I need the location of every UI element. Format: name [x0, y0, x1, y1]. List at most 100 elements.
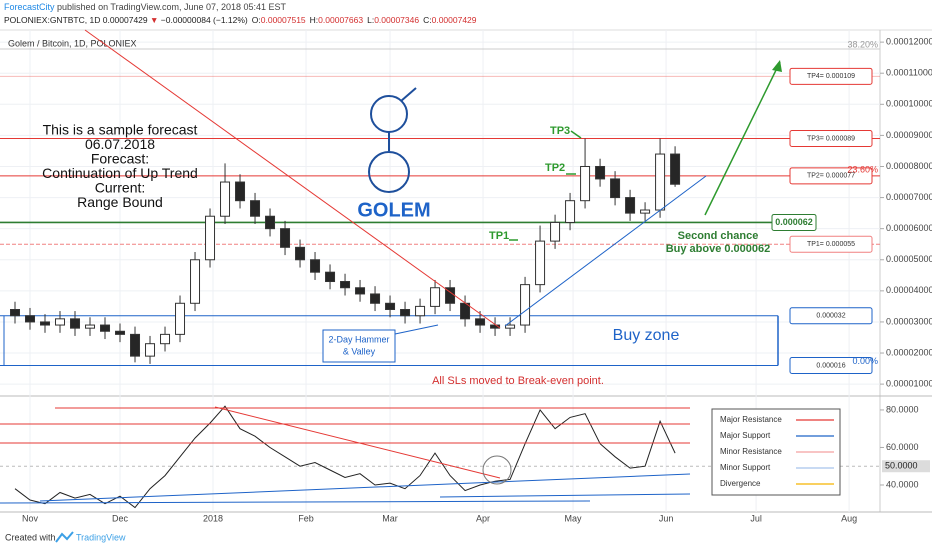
candle-body [295, 246, 306, 261]
fib-label: 0.00% [852, 356, 878, 366]
trend-line [214, 406, 501, 479]
highlight-circle [482, 455, 512, 485]
support-line [39, 473, 691, 502]
level-box [789, 235, 873, 253]
ohlc-key: C: [423, 15, 432, 25]
chart-title: Golem / Bitcoin, 1D, POLONIEX [8, 38, 137, 48]
x-tick-label: Feb [298, 513, 314, 523]
candle-body [595, 165, 606, 180]
callout-text: 2-Day Hammer [328, 334, 389, 344]
candle-body [670, 153, 681, 185]
candle-body [190, 259, 201, 304]
candle-body [475, 318, 486, 326]
logo-text: GOLEM [357, 199, 430, 221]
candle-body [130, 333, 141, 357]
candle-body [565, 200, 576, 223]
buy-zone-label: Buy zone [613, 327, 680, 344]
level-box [789, 307, 873, 325]
x-tick-label: May [565, 513, 583, 523]
price-panel [0, 48, 880, 366]
x-tick-label: Aug [841, 513, 857, 523]
candle-body [415, 305, 426, 317]
candle-body [640, 209, 651, 214]
legend-label: Major Support [720, 431, 771, 440]
y-tick-label: 80.0000 [886, 404, 919, 414]
last: 0.00007429 [103, 15, 148, 25]
x-tick-label: Jun [659, 513, 674, 523]
forecast-line: Range Bound [77, 194, 163, 210]
y-tick-label: 0.00004000 [886, 285, 932, 295]
candle-body [310, 259, 321, 273]
ohlc-value: 0.00007515 [261, 15, 306, 25]
fib-label: 23.60% [847, 165, 878, 175]
trend-line [504, 175, 707, 327]
tp-label: TP3 [550, 125, 570, 137]
support-line [0, 500, 591, 504]
candle-body [550, 221, 561, 242]
change: −0.00000084 (−1.12%) [161, 15, 248, 25]
x-tick-label: Dec [112, 513, 129, 523]
candle-body [610, 178, 621, 199]
x-tick-label: Mar [382, 513, 398, 523]
symbol: POLONIEX:GNTBTC, 1D [4, 15, 100, 25]
y-tick-label: 0.00012000 [886, 37, 932, 47]
forecast-arrow [704, 61, 781, 216]
level-label: TP1= 0.000055 [807, 241, 855, 248]
level-box [771, 213, 817, 231]
callout-arrow [394, 324, 439, 335]
candle-body [160, 333, 171, 345]
trend-line [84, 29, 501, 329]
x-tick-label: Apr [476, 513, 490, 523]
candle-body [280, 228, 291, 248]
candle-body [145, 343, 156, 357]
candle-body [40, 321, 51, 326]
candle-body [355, 287, 366, 295]
level-label: TP3= 0.000089 [807, 135, 855, 142]
ohlc-value: 0.00007663 [318, 15, 363, 25]
forecast-line: 06.07.2018 [85, 136, 155, 152]
source[interactable]: ForecastCity [4, 2, 55, 12]
level-label: TP4= 0.000109 [807, 73, 855, 80]
callout-text: & Valley [343, 346, 376, 356]
level-box [789, 130, 873, 148]
candle-body [340, 281, 351, 289]
ohlc-value: 0.00007346 [374, 15, 419, 25]
y-tick-label: 0.00009000 [886, 130, 932, 140]
y-tick-label: 0.00003000 [886, 316, 932, 326]
level-box [789, 67, 873, 85]
x-tick-label: Nov [22, 513, 39, 523]
candle-body [115, 330, 126, 335]
logo-shape [368, 151, 410, 193]
rsi-panel [14, 405, 676, 509]
y-tick-label: 0.00011000 [886, 68, 932, 78]
note: Second chance [678, 230, 759, 242]
candle-body [625, 197, 636, 214]
y-tick-label: 60.0000 [886, 442, 919, 452]
candle-body [25, 315, 36, 323]
candle-body [100, 324, 111, 332]
candle-body [655, 153, 666, 211]
footer-logo [55, 531, 74, 543]
y-tick-label: 0.00008000 [886, 161, 932, 171]
forecast-line: Continuation of Up Trend [42, 165, 198, 181]
arrowhead [772, 60, 782, 72]
y-tick-label: 0.00007000 [886, 192, 932, 202]
y-tick-label: 0.00001000 [886, 378, 932, 388]
x-tick-label: 2018 [203, 513, 223, 523]
footer-text: Created with [5, 532, 56, 542]
level-box [789, 356, 873, 374]
x-tick-label: Jul [750, 513, 762, 523]
candle-body [175, 302, 186, 335]
candle-body [430, 287, 441, 307]
level-label: 0.000016 [816, 362, 845, 369]
candle-body [235, 181, 246, 202]
level-label: TP2= 0.000077 [807, 173, 855, 180]
candle-body [370, 293, 381, 304]
footer-brand[interactable]: TradingView [76, 532, 126, 542]
y-tick-label: 0.00010000 [886, 99, 932, 109]
ohlc-key: H: [310, 15, 319, 25]
tp-arrow [570, 130, 582, 139]
support-line [439, 493, 691, 498]
tp-label: TP2 [545, 162, 565, 174]
